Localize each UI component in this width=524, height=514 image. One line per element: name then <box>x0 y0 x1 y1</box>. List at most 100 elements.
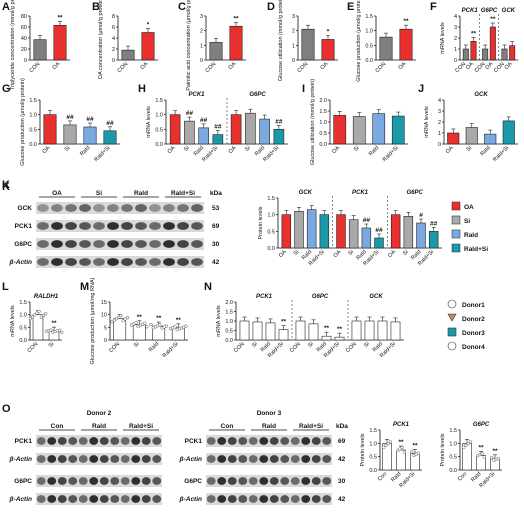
x-tick-label: CON <box>29 61 42 74</box>
blot-band <box>78 477 88 485</box>
blot-band <box>99 455 109 463</box>
x-tick-label: CON <box>289 341 302 354</box>
bar-j <box>502 120 515 145</box>
blot-band <box>57 455 67 463</box>
blot-band <box>227 495 237 503</box>
y-tick-label: 0 <box>292 58 295 64</box>
bar-k <box>403 216 414 249</box>
blot-band <box>57 495 67 503</box>
blot-band <box>259 477 269 485</box>
y-tick-label: 1.0 <box>155 113 163 119</box>
y-axis-label: OA concentration (μmol/g protein) <box>98 0 104 79</box>
bar-k <box>319 214 330 249</box>
blot-band <box>149 240 161 248</box>
bar-n <box>239 320 250 341</box>
y-tick-label: 2 <box>200 29 203 35</box>
blot-band <box>206 477 216 485</box>
blot-row-label: β-Actin <box>179 456 202 463</box>
bar-k <box>348 219 359 249</box>
blot-band <box>120 477 130 485</box>
blot-band <box>163 204 175 212</box>
blot-band <box>149 204 161 212</box>
data-point <box>386 441 390 446</box>
data-point <box>117 315 121 319</box>
bar-b <box>141 32 155 61</box>
y-axis-label: Glucose production (μmol/mg RNA) <box>90 277 96 364</box>
data-point <box>173 325 177 329</box>
group-label: GCK <box>299 190 313 196</box>
blot-row-label: β-Actin <box>179 496 202 503</box>
blot-band <box>191 258 203 266</box>
blot-column-label: Rald+Si <box>129 423 153 430</box>
y-axis-label: Glucose utilization (mmol/g protein) <box>310 79 316 165</box>
bar-h <box>230 114 242 145</box>
blot-band <box>280 477 290 485</box>
x-tick-label: OA <box>52 61 62 71</box>
blot-band <box>79 204 91 212</box>
blot-band <box>37 258 49 266</box>
bar-a <box>53 25 67 61</box>
data-point <box>143 321 147 325</box>
y-tick-label: 0.5 <box>369 455 377 461</box>
x-tick-label: Si <box>402 249 410 257</box>
donor-marker <box>447 341 457 351</box>
bar-d <box>321 39 335 61</box>
y-tick-label: 1.5 <box>19 300 27 306</box>
significance-mark: ** <box>471 30 477 37</box>
blot-band <box>51 222 63 230</box>
y-tick-label: 1.5 <box>29 98 37 104</box>
y-tick-label: 0.0 <box>29 142 37 148</box>
blot-band <box>36 437 46 445</box>
blot-band <box>141 437 151 445</box>
y-axis-label: mRNA levels <box>216 305 222 337</box>
blot-band <box>206 495 216 503</box>
data-point <box>466 441 470 446</box>
blot-column-label: Rald+Si <box>299 423 323 430</box>
blot-band <box>227 477 237 485</box>
blot-band <box>259 437 269 445</box>
x-tick-label: OA <box>465 61 475 71</box>
blot-band <box>107 240 119 248</box>
blot-band <box>131 455 141 463</box>
bar-n <box>321 335 332 341</box>
y-tick-label: 2.0 <box>225 300 233 306</box>
blot-band <box>238 477 248 485</box>
x-tick-label: CON <box>108 341 121 354</box>
blot-row-label: β-Actin <box>9 259 32 266</box>
y-axis-label: Protein levels <box>360 433 366 466</box>
blot-band <box>47 495 57 503</box>
y-tick-label: 1 <box>200 43 203 49</box>
bar-k <box>336 214 346 249</box>
blot-band <box>177 258 189 266</box>
bar-k <box>281 214 292 249</box>
x-tick-label: CON <box>233 341 246 354</box>
x-tick-label: OA <box>445 145 455 155</box>
panel-letter-l: L <box>2 281 9 293</box>
blot-band <box>141 477 151 485</box>
bar-i <box>372 113 386 145</box>
donor-label: Donor4 <box>462 344 485 351</box>
y-tick-label: 1.0 <box>19 313 27 319</box>
blot-band <box>311 477 321 485</box>
bar-g <box>83 126 97 145</box>
blot-row-label: β-Actin <box>9 496 32 503</box>
blot-band <box>121 222 133 230</box>
blot-band <box>301 455 311 463</box>
y-axis-label: mRNA levels <box>440 22 446 54</box>
blot-band <box>290 495 300 503</box>
kda-value: 69 <box>212 223 220 230</box>
y-axis-label: mRNA levels <box>10 305 16 337</box>
panel-letter-a: A <box>2 1 10 13</box>
blot-band <box>36 455 46 463</box>
blot-band <box>65 204 77 212</box>
y-tick-label: 0.5 <box>19 325 27 331</box>
y-tick-label: 80 <box>21 14 27 20</box>
blot-band <box>259 455 269 463</box>
blot-row-label: PCK1 <box>15 438 33 445</box>
x-tick-label: Con <box>457 471 468 482</box>
blot-strip <box>206 453 332 465</box>
data-point <box>121 318 125 323</box>
y-tick-label: 0.5 <box>267 229 275 235</box>
bar-n <box>308 323 319 341</box>
blot-row-label: β-Actin <box>9 456 32 463</box>
